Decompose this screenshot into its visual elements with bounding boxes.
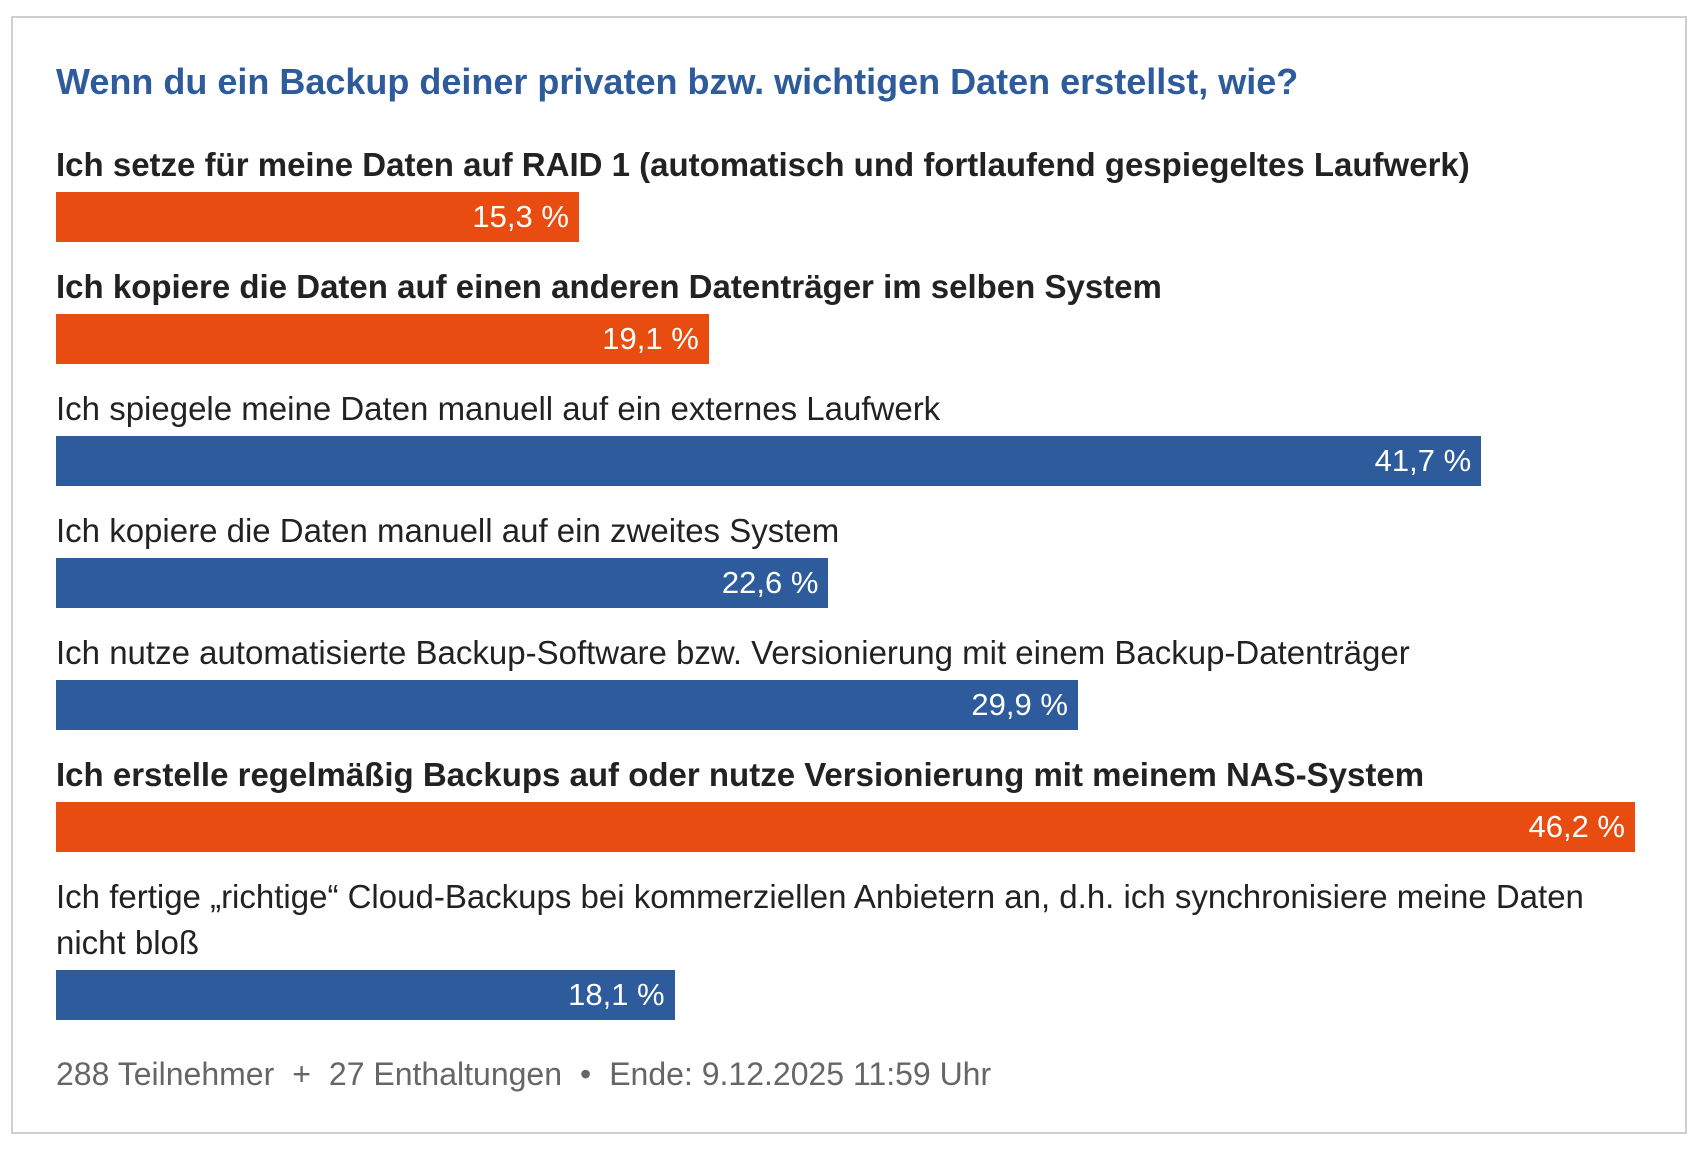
bar: 19,1 % [56,314,709,364]
bar-label: Ich kopiere die Daten manuell auf ein zw… [56,512,840,549]
bar-item: Ich setze für meine Daten auf RAID 1 (au… [56,142,1635,242]
bar-label: Ich kopiere die Daten auf einen anderen … [56,268,1162,305]
poll-card: Wenn du ein Backup deiner privaten bzw. … [11,16,1687,1134]
value-label: 19,1 % [602,321,699,356]
bar-item: Ich fertige „richtige“ Cloud-Backups bei… [56,874,1635,1020]
bar-label: Ich fertige „richtige“ Cloud-Backups bei… [56,878,1584,961]
bar-track: 29,9 % [56,680,1635,730]
bar-label: Ich setze für meine Daten auf RAID 1 (au… [56,146,1470,183]
value-label: 18,1 % [568,977,665,1012]
bar-track: 18,1 % [56,970,1635,1020]
bar-track: 19,1 % [56,314,1635,364]
bar-track: 22,6 % [56,558,1635,608]
bar-label: Ich nutze automatisierte Backup-Software… [56,634,1410,671]
bar: 22,6 % [56,558,829,608]
bar-label: Ich erstelle regelmäßig Backups auf oder… [56,756,1425,793]
bar: 15,3 % [56,192,579,242]
footer-text: Ende: 9.12.2025 11:59 Uhr [609,1056,992,1092]
bar-item: Ich spiegele meine Daten manuell auf ein… [56,386,1635,486]
bar: 46,2 % [56,802,1635,852]
bars: Ich setze für meine Daten auf RAID 1 (au… [56,142,1635,1020]
bar: 41,7 % [56,436,1482,486]
bar-track: 41,7 % [56,436,1635,486]
bar-item: Ich erstelle regelmäßig Backups auf oder… [56,752,1635,852]
footer: 288 Teilnehmer +27 Enthaltungen • Ende: 9.1… [56,1056,1635,1093]
value-label: 41,7 % [1374,443,1472,478]
footer-text: • [580,1056,592,1092]
chart-title: Wenn du ein Backup deiner privaten bzw. … [56,61,1299,102]
footer-text: + [292,1056,311,1092]
bar-item: Ich kopiere die Daten auf einen anderen … [56,264,1635,364]
value-label: 15,3 % [472,199,569,234]
bar-item: Ich kopiere die Daten manuell auf ein zw… [56,508,1635,608]
value-label: 22,6 % [721,565,819,600]
bar: 18,1 % [56,970,675,1020]
bar-item: Ich nutze automatisierte Backup-Software… [56,630,1635,730]
bar-track: 46,2 % [56,802,1635,852]
bar-label: Ich spiegele meine Daten manuell auf ein… [56,390,941,427]
footer-text: 27 Enthaltungen [328,1056,562,1092]
value-label: 29,9 % [971,687,1068,722]
footer-text: 288 Teilnehmer [56,1056,275,1092]
value-label: 46,2 % [1528,809,1625,844]
bar-track: 15,3 % [56,192,1635,242]
bar: 29,9 % [56,680,1078,730]
